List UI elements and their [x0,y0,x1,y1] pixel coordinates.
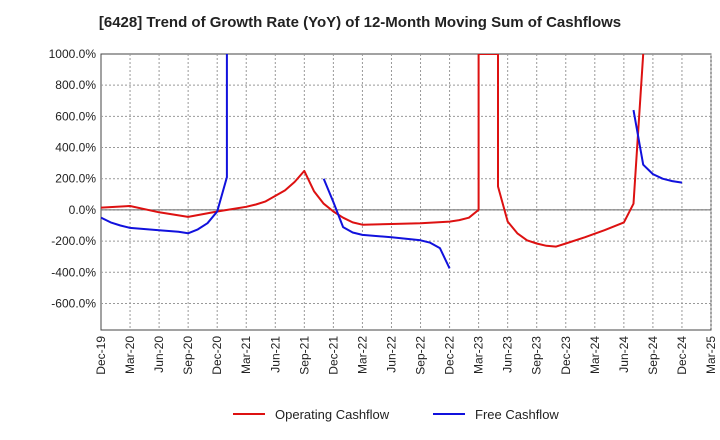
y-tick-label: 1000.0% [49,47,97,61]
x-tick-label: Jun-20 [152,336,166,373]
x-tick-label: Sep-23 [530,336,544,375]
legend-label: Free Cashflow [475,407,559,422]
x-tick-label: Mar-22 [355,336,369,374]
x-tick-label: Sep-21 [297,336,311,375]
y-tick-label: 800.0% [55,78,96,92]
x-tick-label: Jun-23 [501,336,515,373]
legend-label: Operating Cashflow [275,407,390,422]
chart-title: [6428] Trend of Growth Rate (YoY) of 12-… [98,14,622,31]
y-tick-label: -400.0% [51,265,96,279]
x-tick-label: Mar-25 [704,336,718,374]
x-tick-label: Mar-20 [123,336,137,374]
series-lines [101,54,683,269]
y-tick-label: 400.0% [55,141,96,155]
y-tick-label: 200.0% [55,172,96,186]
y-tick-label: -600.0% [51,296,96,310]
x-tick-label: Sep-24 [646,336,660,375]
x-tick-label: Sep-20 [181,336,195,375]
series-line-free-cashflow [101,54,683,269]
x-tick-label: Jun-24 [617,336,631,373]
x-tick-label: Dec-23 [559,336,573,375]
legend: Operating Cashflow Free Cashflow [233,407,559,422]
x-tick-label: Mar-24 [588,336,602,374]
x-tick-labels: Dec-19 Mar-20 Jun-20 Sep-20 Dec-20 Mar-21 Jun-… [94,336,718,375]
plot-area [100,53,712,331]
horizontal-gridlines [101,84,711,304]
x-tick-label: Jun-22 [384,336,398,373]
y-tick-label: 600.0% [55,109,96,123]
x-tick-label: Sep-22 [414,336,428,375]
x-tick-label: Dec-21 [326,336,340,375]
x-tick-label: Dec-19 [94,336,108,375]
series-line-operating-cashflow [101,54,645,248]
x-tick-label: Dec-22 [443,336,457,375]
x-tick-label: Mar-23 [472,336,486,374]
x-tick-label: Dec-20 [210,336,224,375]
x-tick-label: Mar-21 [239,336,253,374]
y-tick-label: 0.0% [69,203,97,217]
y-tick-labels: 1000.0% 800.0% 600.0% 400.0% 200.0% 0.0% -200.… [49,47,97,310]
y-tick-label: -200.0% [51,234,96,248]
x-tick-label: Jun-21 [268,336,282,373]
x-tick-label: Dec-24 [675,336,689,375]
